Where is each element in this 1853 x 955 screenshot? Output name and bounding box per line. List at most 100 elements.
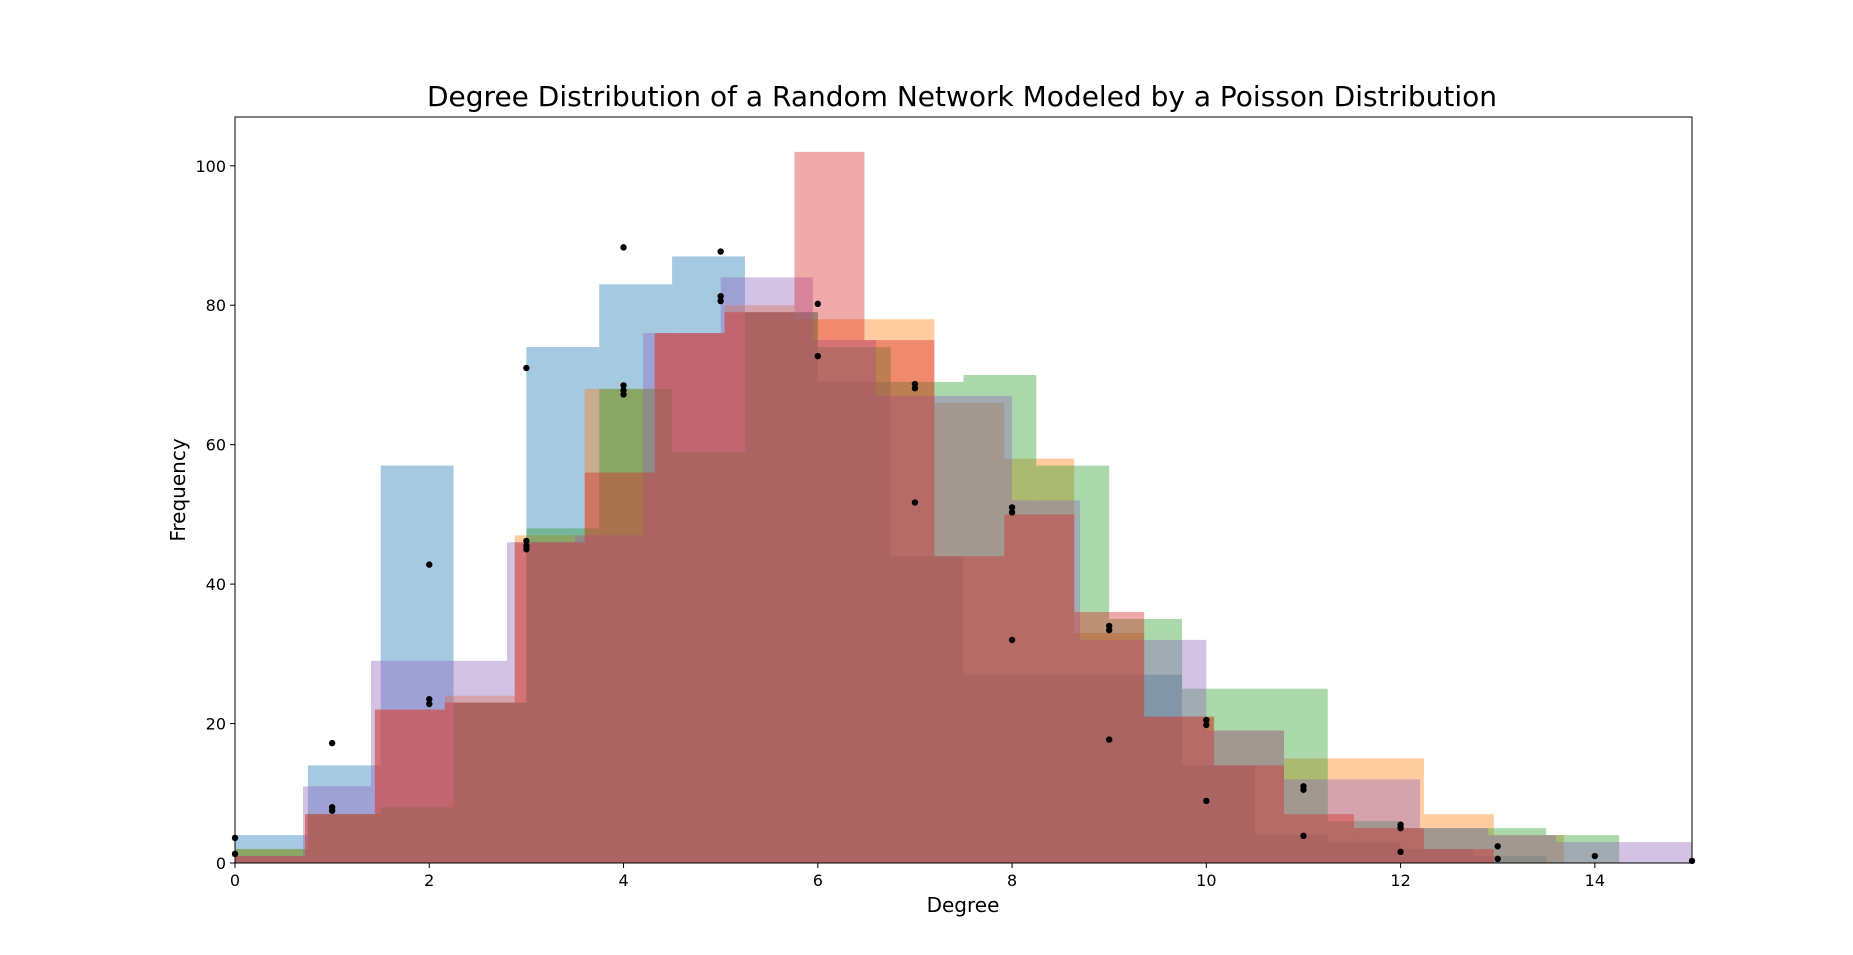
histogram-bar-s3-b20: [1624, 842, 1692, 863]
histogram-bar-s1-b6: [654, 333, 725, 863]
histogram-bar-s0-b13: [1182, 765, 1255, 863]
y-tick-label: 80: [206, 296, 226, 315]
poisson-point-41: [1591, 852, 1599, 860]
histogram-bar-s0-b11: [1036, 674, 1110, 863]
histogram-bar-s2-b15: [1327, 821, 1401, 863]
histogram-bar-s1-b11: [1004, 458, 1075, 863]
histogram-bar-s4-b2: [374, 709, 445, 863]
histogram-bar-s3-b15: [1284, 779, 1353, 863]
histogram-bar-s4-b8: [794, 151, 865, 864]
y-tick-label: 60: [206, 436, 226, 455]
poisson-point-25: [1008, 509, 1016, 516]
poisson-point-22: [911, 385, 919, 392]
histogram-bar-s4-b4: [514, 542, 585, 863]
y-tick-label: 40: [206, 575, 226, 594]
histogram-bar-s2-b11: [1036, 465, 1110, 863]
histogram-bar-s2-b16: [1400, 828, 1474, 863]
poisson-point-26: [1008, 636, 1016, 644]
poisson-point-11: [523, 546, 530, 553]
histogram-bar-s0-b14: [1254, 835, 1328, 863]
histogram-bar-s3-b4: [506, 542, 575, 863]
poisson-point-16: [717, 248, 724, 255]
histogram-bar-s2-b1: [307, 814, 381, 863]
poisson-point-6: [426, 695, 433, 703]
poisson-point-39: [1494, 843, 1501, 850]
histogram-bar-s0-b12: [1109, 674, 1183, 863]
x-tick-label: 14: [1585, 871, 1605, 890]
histogram-bar-s3-b3: [438, 660, 507, 863]
x-tick-label: 12: [1390, 871, 1410, 890]
histogram-bar-s0-b8: [817, 381, 891, 863]
poisson-point-15: [620, 391, 627, 398]
histogram-bar-s2-b13: [1182, 688, 1255, 863]
histogram-bar-s2-b8: [817, 347, 891, 863]
histogram-bar-s0-b1: [307, 765, 381, 863]
histogram-bar-s3-b1: [302, 786, 371, 863]
y-tick-label: 0: [216, 854, 226, 873]
histogram-bar-s2-b0: [235, 849, 308, 863]
histogram-bar-s1-b1: [304, 814, 375, 863]
histogram-bar-s0-b0: [235, 835, 308, 863]
histogram-bar-s4-b16: [1353, 828, 1424, 863]
poisson-point-4: [328, 807, 336, 814]
poisson-point-23: [911, 499, 919, 506]
histogram-bar-s4-b15: [1284, 814, 1354, 863]
histogram-bar-s2-b17: [1473, 828, 1547, 863]
poisson-point-37: [1397, 824, 1404, 832]
histogram-bar-s3-b11: [1012, 500, 1081, 863]
histogram-bar-s3-b2: [370, 660, 439, 863]
histogram-bar-s2-b18: [1546, 835, 1620, 863]
histogram-bar-s1-b9: [864, 319, 935, 864]
histogram-bar-s4-b17: [1423, 849, 1494, 863]
histogram-bar-s2-b10: [963, 374, 1037, 863]
histogram-bar-s2-b7: [744, 312, 818, 863]
histogram-bar-s2-b3: [453, 702, 527, 863]
poisson-point-38: [1397, 848, 1404, 856]
histogram-bar-s4-b11: [1004, 514, 1075, 863]
poisson-point-7: [426, 700, 433, 708]
histogram-bar-s3-b13: [1148, 639, 1207, 863]
poisson-point-40: [1494, 855, 1501, 863]
y-tick-label: 100: [195, 157, 226, 176]
histogram-bar-s1-b3: [444, 695, 515, 863]
x-tick-label: 0: [230, 871, 240, 890]
poisson-point-17: [717, 292, 724, 300]
poisson-point-20: [814, 352, 821, 360]
poisson-point-5: [426, 561, 433, 568]
histogram-bar-s2-b5: [599, 388, 673, 863]
histogram-bar-s2-b12: [1109, 618, 1183, 863]
histogram-bar-s3-b10: [944, 395, 1013, 863]
histogram-bar-s3-b6: [642, 333, 721, 863]
histogram-bar-s3-b8: [812, 340, 877, 864]
histogram-bar-s4-b9: [864, 340, 935, 864]
y-tick-label: 20: [206, 715, 226, 734]
poisson-point-12: [620, 244, 627, 251]
poisson-point-31: [1203, 721, 1210, 729]
x-tick-label: 8: [1007, 871, 1017, 890]
histogram-bar-s3-b19: [1556, 842, 1625, 863]
histogram-bar-s2-b2: [380, 807, 454, 863]
poisson-point-13: [620, 382, 627, 389]
x-axis-ticks: 0 2 4 6 8 10 12 14: [230, 863, 1605, 890]
x-tick-label: 4: [618, 871, 628, 890]
histogram-bar-s4-b10: [934, 556, 1005, 863]
histogram-bar-s1-b0: [235, 849, 305, 863]
histogram-bar-s3-b0: [235, 856, 303, 863]
poisson-point-9: [523, 537, 530, 545]
histogram-bar-s1-b18: [1493, 835, 1564, 863]
plot-frame: [234, 116, 1693, 864]
histogram-bar-s0-b9: [890, 556, 964, 863]
histogram-bar-s4-b1: [304, 814, 375, 863]
poisson-points: [231, 244, 1696, 865]
histogram-bar-s0-b2: [380, 465, 454, 863]
histogram-bar-s1-b2: [374, 709, 445, 863]
poisson-point-32: [1203, 797, 1210, 805]
histogram-bar-s0-b10: [963, 674, 1037, 863]
histogram-bar-s2-b14: [1254, 688, 1328, 863]
histogram-bar-s1-b4: [514, 535, 585, 863]
histogram-bar-s0-b17: [1473, 856, 1547, 863]
x-tick-label: 2: [424, 871, 434, 890]
x-tick-label: 6: [813, 871, 823, 890]
histogram-bar-s1-b8: [794, 319, 865, 864]
